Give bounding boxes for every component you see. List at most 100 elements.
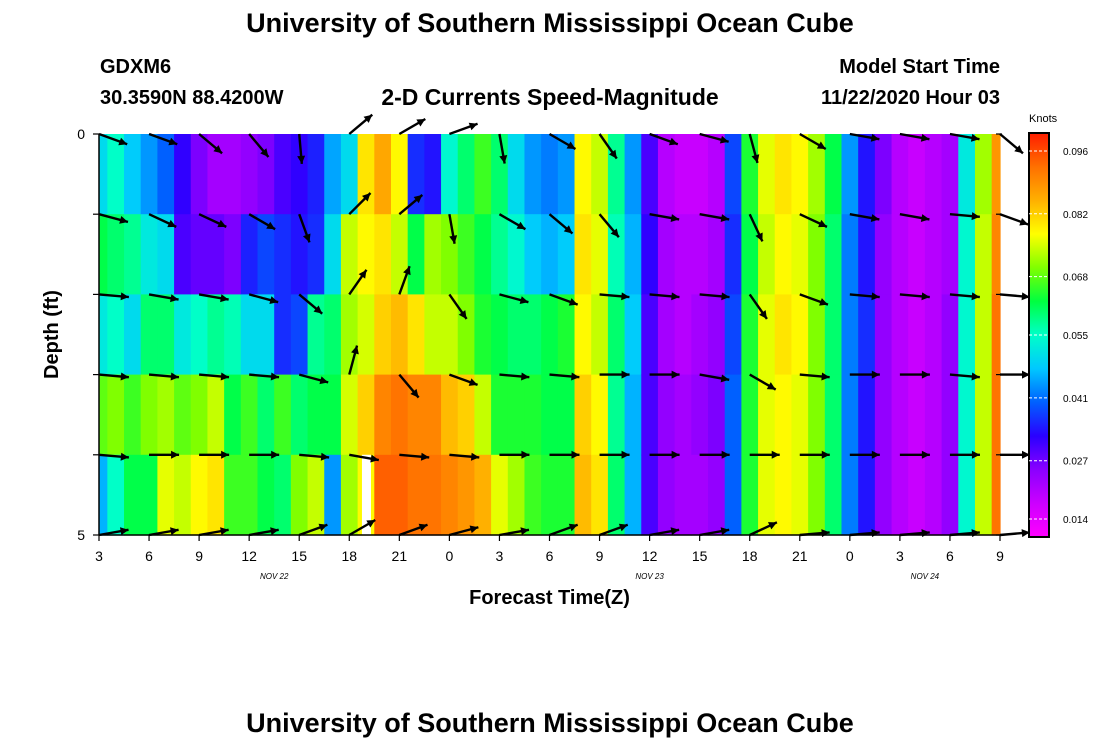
current-arrow <box>148 213 177 228</box>
model-start-label: Model Start Time <box>839 56 1000 78</box>
heatmap-cell <box>374 214 392 295</box>
heatmap-cell <box>674 214 692 295</box>
heatmap-cell <box>107 134 125 215</box>
current-arrow <box>949 212 980 221</box>
current-arrow <box>649 132 679 146</box>
current-arrow <box>399 452 430 461</box>
heatmap-cell <box>507 454 526 536</box>
arrow-head <box>870 133 880 142</box>
heatmap-cell <box>340 374 359 456</box>
arrow-head <box>370 454 379 463</box>
heatmap-cell <box>708 454 726 536</box>
current-arrow <box>98 452 129 461</box>
heatmap-cell <box>991 454 1001 536</box>
heatmap-cell <box>157 294 175 376</box>
x-tick-label: 21 <box>792 548 808 564</box>
heatmap-cell <box>390 374 409 456</box>
heatmap-cell <box>124 294 142 376</box>
heatmap-cell <box>708 134 726 215</box>
heatmap-cell <box>841 214 859 295</box>
arrow-head <box>1019 217 1029 226</box>
heatmap-cell <box>808 214 826 295</box>
heatmap-cell <box>641 454 659 536</box>
heatmap-cell <box>524 134 542 215</box>
heatmap-cell <box>557 374 576 456</box>
arrow-head <box>621 450 630 459</box>
heatmap-cell <box>357 134 375 215</box>
arrow-head <box>220 527 229 536</box>
heatmap-cell <box>774 294 793 376</box>
heatmap-cell <box>124 134 142 215</box>
current-arrow <box>899 450 930 459</box>
arrow-head <box>351 345 359 355</box>
arrow-head <box>670 527 680 536</box>
heatmap-cell <box>774 454 793 536</box>
heatmap-cell <box>791 134 809 215</box>
current-arrow <box>198 527 229 537</box>
current-arrow <box>749 450 780 459</box>
arrow-head <box>610 228 619 238</box>
heatmap-cell <box>758 374 776 456</box>
current-arrow <box>899 213 930 222</box>
arrow-head <box>120 452 129 461</box>
heatmap-cell <box>691 374 709 456</box>
current-arrow <box>599 370 630 379</box>
arrow-head <box>920 133 930 142</box>
heatmap-cell <box>657 214 676 295</box>
arrow-head <box>120 372 129 381</box>
heatmap-cell <box>457 294 476 376</box>
heatmap-cell <box>324 374 342 456</box>
arrow-head <box>119 527 129 536</box>
heatmap-cell <box>841 374 859 456</box>
current-arrow <box>248 213 276 231</box>
heatmap-cell <box>974 214 993 295</box>
current-arrow <box>298 293 323 315</box>
current-arrow <box>748 213 764 242</box>
y-tick-label: 5 <box>77 527 85 543</box>
heatmap-cell <box>657 454 676 536</box>
heatmap-cell <box>858 294 876 376</box>
heatmap-cell <box>607 374 626 456</box>
colorbar-title: Knots <box>1029 113 1058 125</box>
heatmap-cell <box>657 134 676 215</box>
arrow-head <box>302 233 311 243</box>
heatmap-cell <box>791 374 809 456</box>
arrow-head <box>921 292 930 301</box>
heatmap-cell <box>457 134 476 215</box>
arrow-head <box>571 450 580 459</box>
current-arrow <box>98 292 129 301</box>
heatmap-cell <box>357 214 375 295</box>
heatmap-cell <box>107 294 125 376</box>
arrow-head <box>621 370 630 379</box>
heatmap-cell <box>157 374 175 456</box>
station-coordinates: 30.3590N 88.4200W <box>100 87 284 109</box>
heatmap-cell <box>774 374 793 456</box>
current-arrow <box>498 133 508 164</box>
arrow-head <box>220 294 229 303</box>
heatmap-cell <box>541 374 559 456</box>
current-arrow <box>899 370 930 379</box>
arrow-head <box>621 292 630 301</box>
heatmap-cell <box>774 214 793 295</box>
arrow-head <box>170 372 179 381</box>
heatmap-cell <box>207 134 225 215</box>
arrow-head <box>468 378 478 386</box>
current-arrow <box>549 372 580 381</box>
heatmap-cell <box>824 454 843 536</box>
date-label: NOV 22 <box>260 572 289 581</box>
heatmap-cell <box>207 294 225 376</box>
heatmap-cell <box>407 294 425 376</box>
heatmap-cell <box>240 214 259 295</box>
heatmap-cell <box>541 294 559 376</box>
arrow-head <box>318 523 328 532</box>
current-arrow <box>549 523 579 537</box>
arrow-head <box>221 450 230 459</box>
current-arrow <box>148 372 180 381</box>
heatmap-cell <box>224 134 242 215</box>
heatmap-cell <box>891 214 909 295</box>
heatmap-cell <box>808 134 826 215</box>
heatmap-cell <box>257 294 275 376</box>
arrow-head <box>971 292 980 301</box>
current-arrow <box>398 265 411 295</box>
heatmap-cell <box>140 214 158 295</box>
